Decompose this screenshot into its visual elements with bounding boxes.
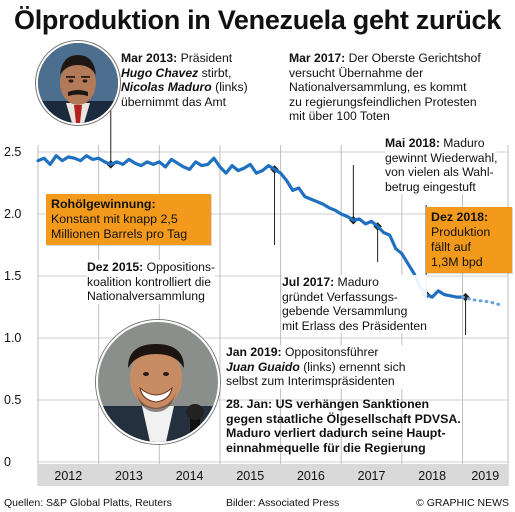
annotation-28-jan: 28. Jan: US verhängen Sanktionen gegen s… <box>226 397 461 455</box>
footer: Quellen: S&P Global Platts, Reuters Bild… <box>0 494 515 512</box>
annotation-mar-2013: Mar 2013: Präsident Hugo Chavez stirbt, … <box>121 51 248 110</box>
y-tick-label: 2.0 <box>4 207 21 221</box>
y-tick-label: 0 <box>4 455 11 469</box>
x-axis-band <box>38 464 508 486</box>
y-tick-label: 1.5 <box>4 269 21 283</box>
y-tick-label: 1.0 <box>4 331 21 345</box>
stable-production-box: Rohölgewinnung: Konstant mit knapp 2,5 M… <box>46 194 211 245</box>
chart-title: Ölproduktion in Venezuela geht zurück <box>14 5 501 35</box>
production-series-line <box>36 154 465 299</box>
images-credit: Bilder: Associated Press <box>226 497 340 509</box>
x-tick-label: 2017 <box>358 469 386 483</box>
x-tick-label: 2018 <box>418 469 446 483</box>
series-layer <box>36 154 501 306</box>
x-tick-label: 2012 <box>54 469 82 483</box>
x-tick-label: 2019 <box>471 469 499 483</box>
x-tick-label: 2013 <box>115 469 143 483</box>
x-tick-label: 2014 <box>176 469 204 483</box>
x-tick-labels: 2012 2013 2014 2015 2016 2017 2018 2019 <box>54 469 499 483</box>
dec-2018-box: Dez 2018: Produktion fällt auf 1,3M bpd <box>426 207 512 273</box>
guaido-photo-icon <box>98 322 218 442</box>
annotation-dez-2015: Dez 2015: Oppositions- koalition kontrol… <box>87 260 216 304</box>
x-tick-label: 2016 <box>297 469 325 483</box>
graphic-news-credit: © GRAPHIC NEWS <box>416 497 509 509</box>
annotation-jan-2019: Jan 2019: Oppositonsführer Juan Guaido (… <box>226 345 406 389</box>
maduro-portrait <box>36 41 120 125</box>
y-tick-labels: 2.5 2.0 1.5 1.0 0.5 0 <box>4 145 21 469</box>
x-tick-label: 2015 <box>236 469 264 483</box>
annotation-mai-2018: Mai 2018: Maduro gewinnt Wiederwahl, von… <box>385 136 498 195</box>
sources-text: Quellen: S&P Global Platts, Reuters <box>4 497 172 509</box>
y-tick-label: 2.5 <box>4 145 21 159</box>
maduro-photo-icon <box>38 43 118 123</box>
annotation-mar-2017: Mar 2017: Der Oberste Gerichtshof versuc… <box>289 51 481 124</box>
annotation-jul-2017: Jul 2017: Maduro gründet Verfassungs- ge… <box>282 275 427 334</box>
guaido-portrait <box>96 320 220 444</box>
y-tick-label: 0.5 <box>4 393 21 407</box>
